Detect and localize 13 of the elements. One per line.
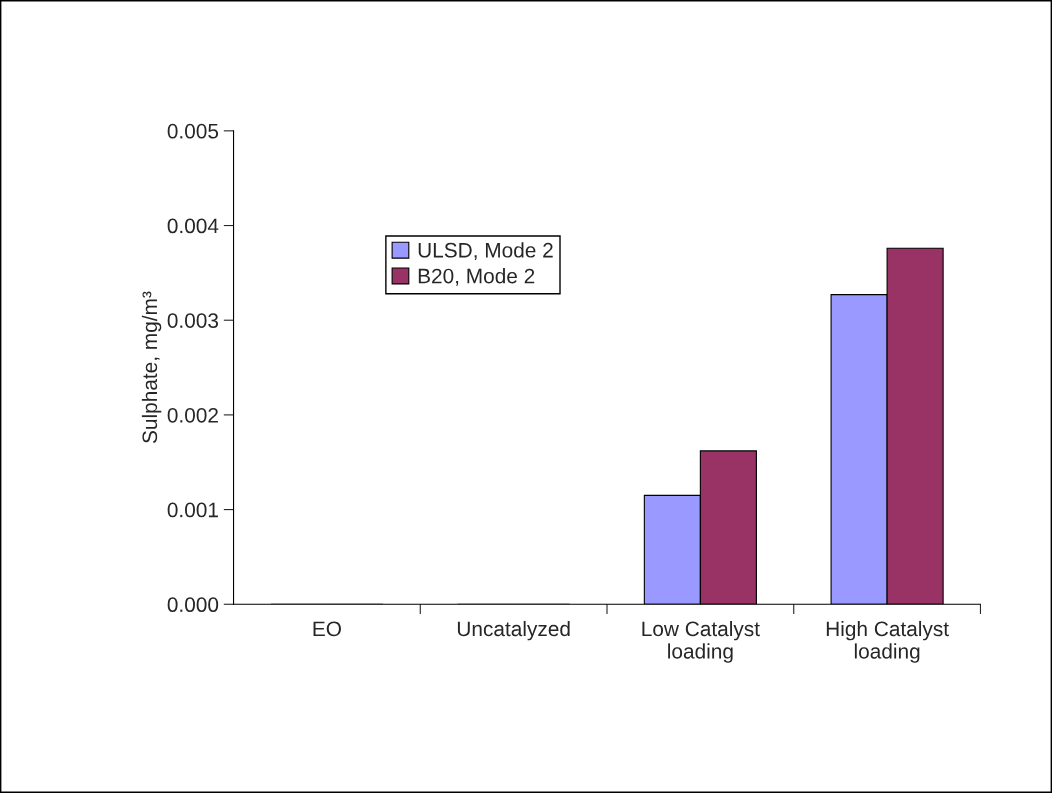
- legend-label: B20, Mode 2: [418, 268, 535, 286]
- x-tick-label: High Catalyst loading: [826, 620, 949, 663]
- y-tick-label: 0.005: [167, 123, 219, 139]
- y-tick-label: 0.000: [167, 597, 219, 613]
- y-tick-label: 0.004: [167, 218, 219, 234]
- y-tick-label: 0.001: [167, 502, 218, 518]
- y-axis-title: Sulphate, mg/m³: [141, 291, 162, 444]
- y-tick-label: 0.002: [167, 407, 218, 423]
- y-tick-label: 0.003: [167, 313, 219, 328]
- x-tick-label: Uncatalyzed: [457, 620, 570, 641]
- x-tick-label: EO: [313, 621, 341, 637]
- x-tick-label: Low Catalyst loading: [642, 620, 760, 663]
- legend-label: ULSD, Mode 2: [418, 242, 553, 261]
